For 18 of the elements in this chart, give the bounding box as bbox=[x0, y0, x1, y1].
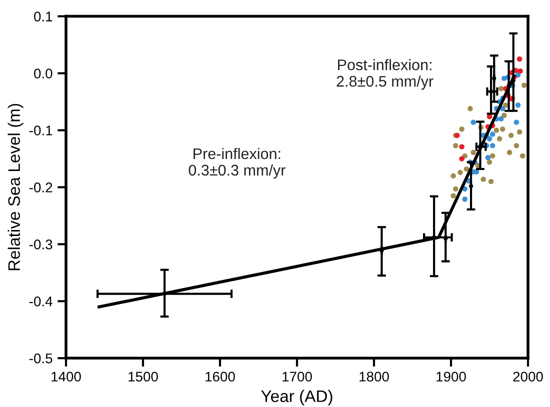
y-tick-label: 0.0 bbox=[34, 68, 52, 78]
x-tick-label: 1500 bbox=[128, 372, 158, 382]
x-tick-label: 1700 bbox=[282, 372, 312, 382]
y-tick-label: -0.1 bbox=[29, 126, 52, 136]
x-tick-label: 1800 bbox=[360, 372, 389, 382]
y-tick-label: -0.4 bbox=[29, 296, 52, 306]
y-tick-label: -0.3 bbox=[29, 240, 52, 250]
x-tick-label: 1600 bbox=[206, 372, 235, 382]
annotation: Pre-inflexion: 0.3±0.3 mm/yr bbox=[188, 148, 286, 179]
y-tick-label: 0.1 bbox=[34, 12, 52, 22]
x-tick-label: 2000 bbox=[513, 372, 543, 382]
x-tick-label: 1900 bbox=[436, 372, 466, 382]
annotation: Post-inflexion: 2.8±0.5 mm/yr bbox=[336, 59, 434, 90]
y-tick-label: -0.5 bbox=[29, 353, 52, 364]
y-axis-title: Relative Sea Level (m) bbox=[8, 104, 24, 270]
x-tick-label: 1400 bbox=[52, 372, 81, 382]
x-axis-title: Year (AD) bbox=[261, 390, 332, 406]
y-tick-label: -0.2 bbox=[29, 182, 52, 192]
